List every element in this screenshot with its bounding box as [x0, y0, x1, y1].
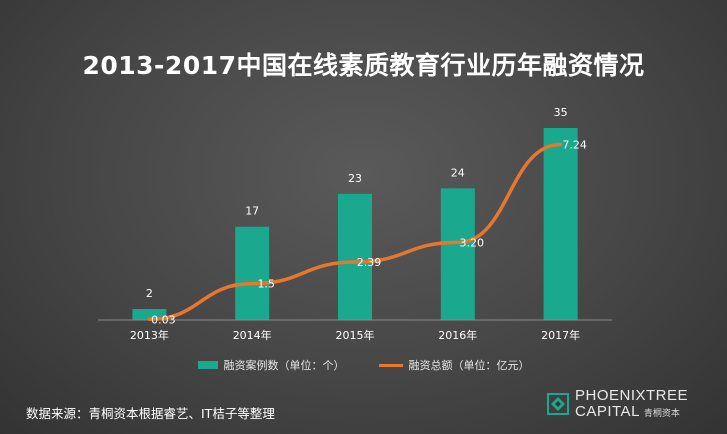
legend-swatch-bar	[197, 361, 218, 369]
legend-label-line: 融资总额（单位：亿元）	[408, 359, 530, 372]
legend-item-line: 融资总额（单位：亿元）	[378, 357, 530, 373]
line-value-label-3: 3.20	[460, 236, 485, 249]
bar-value-label-1: 17	[245, 205, 259, 218]
x-tick-label-1: 2014年	[233, 328, 272, 342]
legend-item-bar: 融资案例数（单位：个）	[197, 357, 345, 373]
x-tick-label-4: 2017年	[541, 328, 580, 342]
bar-0	[132, 309, 167, 320]
x-tick-label-3: 2016年	[438, 328, 477, 342]
bar-4	[543, 128, 578, 320]
brand-name-line2: CAPITAL	[575, 402, 640, 420]
phoenixtree-logo-icon	[547, 392, 569, 415]
line-value-label-1: 1.5	[257, 278, 275, 291]
chart-legend: 融资案例数（单位：个） 融资总额（单位：亿元）	[0, 357, 727, 373]
line-value-label-2: 2.39	[357, 256, 382, 269]
x-tick-label-2: 2015年	[336, 328, 375, 342]
legend-swatch-line	[378, 363, 403, 367]
legend-label-bar: 融资案例数（单位：个）	[223, 359, 345, 372]
line-value-label-0: 0.03	[151, 313, 176, 326]
bar-2	[338, 193, 372, 320]
data-source-note: 数据来源：青桐资本根据睿艺、IT桔子等整理	[26, 406, 275, 421]
brand-name-line1: PHOENIXTREE	[575, 387, 689, 404]
line-series-path	[147, 142, 563, 322]
brand-block: PHOENIXTREE CAPITAL 青桐资本	[547, 388, 688, 420]
brand-name-cn: 青桐资本	[643, 408, 680, 419]
bar-1	[235, 226, 270, 320]
bar-3	[440, 188, 475, 320]
bar-value-label-0: 2	[146, 287, 153, 300]
bar-value-label-3: 24	[451, 166, 465, 179]
x-tick-label-0: 2013年	[130, 328, 169, 342]
chart-title: 2013-2017中国在线素质教育行业历年融资情况	[82, 51, 645, 80]
line-value-label-4: 7.24	[562, 138, 587, 151]
bar-value-label-2: 23	[348, 172, 362, 185]
bar-value-label-4: 35	[554, 106, 568, 119]
